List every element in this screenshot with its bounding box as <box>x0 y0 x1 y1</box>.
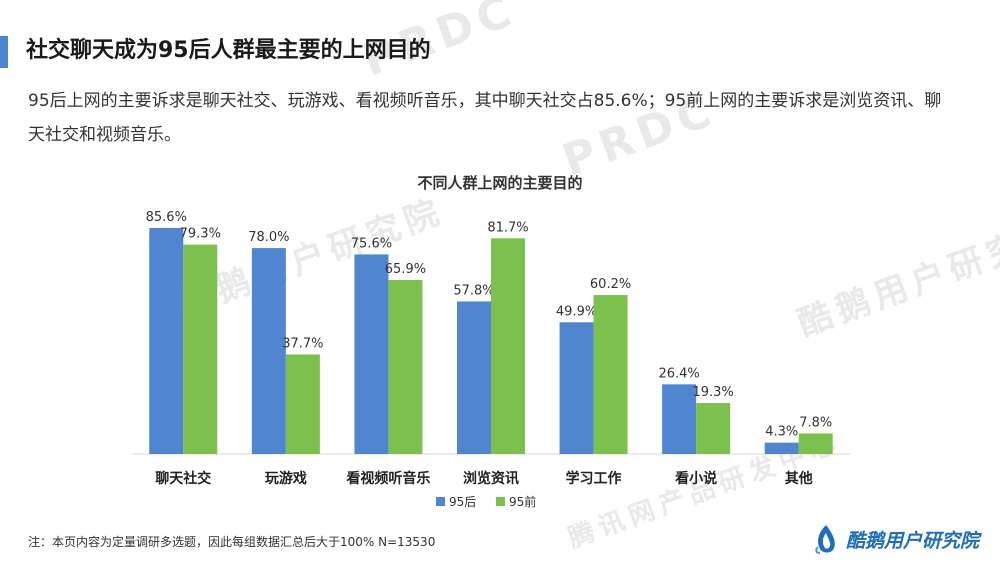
legend-swatch <box>496 497 505 506</box>
data-label: 85.6% <box>146 210 187 225</box>
title-accent-bar <box>0 36 8 68</box>
bar-95hou <box>354 254 389 454</box>
bar-95qian <box>285 354 320 454</box>
legend-label: 95后 <box>449 495 476 509</box>
category-label: 浏览资讯 <box>463 470 519 487</box>
category-label: 玩游戏 <box>265 470 307 487</box>
bar-95qian <box>593 295 628 454</box>
legend-swatch <box>436 497 445 506</box>
category-label: 聊天社交 <box>155 470 211 487</box>
data-label: 60.2% <box>590 277 631 292</box>
data-label: 75.6% <box>351 236 392 251</box>
category-label: 学习工作 <box>566 470 622 487</box>
bar-95hou <box>251 248 286 454</box>
page-title: 社交聊天成为95后人群最主要的上网目的 <box>26 38 431 63</box>
category-label: 看视频听音乐 <box>345 470 430 487</box>
data-label: 19.3% <box>692 385 733 400</box>
data-label: 37.7% <box>282 336 323 351</box>
brand-logo: 酷鹅用户研究院 <box>812 522 979 556</box>
penguin-flame-icon <box>815 525 835 554</box>
data-label: 81.7% <box>487 220 528 235</box>
data-label: 79.3% <box>180 227 221 242</box>
legend-label: 95前 <box>509 494 536 509</box>
data-label: 7.8% <box>799 415 832 430</box>
brand-name: 酷鹅用户研究院 <box>846 529 980 552</box>
data-label: 78.0% <box>248 230 289 245</box>
data-label: 49.9% <box>556 304 597 319</box>
bar-95qian <box>798 433 833 454</box>
bar-95qian <box>696 403 731 454</box>
data-label: 65.9% <box>385 262 426 277</box>
chart-title: 不同人群上网的主要目的 <box>417 174 583 192</box>
data-label: 57.8% <box>453 283 494 298</box>
footnote: 注：本页内容为定量调研多选题，因此每组数据汇总后大于100% N=13530 <box>28 535 436 549</box>
bar-95hou <box>764 442 799 454</box>
bar-95hou <box>559 322 594 454</box>
page-description: 95后上网的主要诉求是聊天社交、玩游戏、看视频听音乐，其中聊天社交占85.6%；… <box>28 91 942 145</box>
data-label: 4.3% <box>765 425 798 440</box>
bar-95qian <box>388 280 423 454</box>
bar-95qian <box>491 238 525 454</box>
category-label: 其他 <box>785 470 813 487</box>
category-label: 看小说 <box>674 470 717 487</box>
bar-95hou <box>149 228 184 454</box>
bar-95hou <box>457 301 491 454</box>
bar-95qian <box>183 244 218 454</box>
bar-95hou <box>662 384 697 454</box>
data-label: 26.4% <box>658 366 699 381</box>
